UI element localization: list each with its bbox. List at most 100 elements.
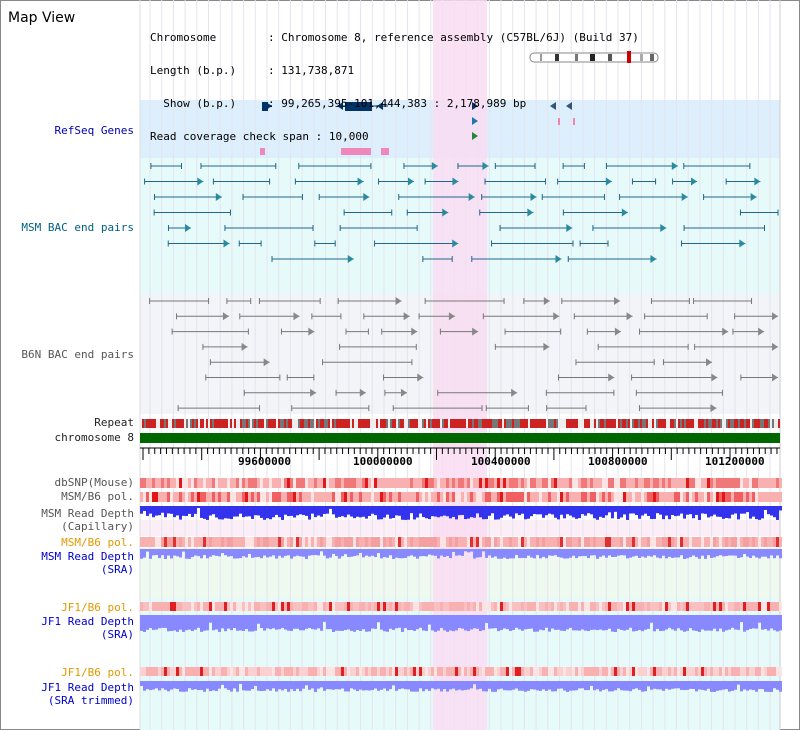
gene-block <box>345 102 372 111</box>
depth-bar <box>470 549 473 552</box>
ideogram-band <box>555 54 559 61</box>
depth-bar <box>362 549 365 558</box>
heat-cell <box>272 602 275 611</box>
depth-bar <box>218 681 221 689</box>
depth-bar <box>419 681 422 689</box>
depth-bar <box>464 681 467 690</box>
depth-bar <box>641 506 644 516</box>
heat-cell <box>218 492 221 502</box>
depth-bar <box>179 549 182 558</box>
heat-cell <box>572 537 575 547</box>
heat-cell <box>299 667 302 676</box>
repeat-cell <box>430 419 432 428</box>
track-label-msm-depth-cap[interactable]: MSM Read Depth <box>41 507 134 520</box>
heat-cell <box>491 492 494 502</box>
heat-cell <box>224 667 227 676</box>
depth-bar <box>545 549 548 559</box>
heat-cell <box>194 492 197 502</box>
heat-cell <box>503 667 506 676</box>
track-label-msm-pol[interactable]: MSM/B6 pol. <box>61 490 134 503</box>
track-label-b6n-bac[interactable]: B6N BAC end pairs <box>21 348 134 361</box>
depth-bar <box>452 615 455 632</box>
heat-cell <box>194 537 197 547</box>
depth-bar <box>401 615 404 632</box>
track-label-dbsnp[interactable]: dbSNP(Mouse) <box>54 476 134 489</box>
track-label-jf1-depth[interactable]: JF1 Read Depth <box>41 615 134 628</box>
chromosome-ideogram[interactable] <box>529 51 659 63</box>
heat-cell <box>356 492 359 502</box>
heat-cell <box>299 478 302 488</box>
heat-cell <box>512 667 515 676</box>
repeat-cell <box>154 419 156 428</box>
depth-bar <box>413 549 416 557</box>
heat-cell <box>602 478 605 488</box>
track-label-msm-pol-sra[interactable]: MSM/B6 pol. <box>61 536 134 549</box>
heat-cell <box>332 667 335 676</box>
depth-bar <box>461 615 464 629</box>
heat-cell <box>488 667 491 676</box>
heat-cell <box>470 667 473 676</box>
depth-bar <box>350 615 353 631</box>
repeat-cell <box>718 419 720 428</box>
depth-bar <box>614 506 617 512</box>
heat-cell <box>668 478 671 488</box>
heat-cell <box>233 478 236 488</box>
heat-cell <box>503 602 506 611</box>
info-value: 131,738,871 <box>281 64 355 77</box>
feature-arrow <box>442 208 449 217</box>
feature-arrow <box>223 239 230 248</box>
depth-bar <box>542 549 545 557</box>
heat-cell <box>542 667 545 676</box>
repeat-cell <box>534 419 536 428</box>
repeat-cell <box>158 419 160 428</box>
heat-cell <box>560 602 563 611</box>
depth-bar <box>644 549 647 558</box>
repeat-cell <box>234 419 236 428</box>
repeat-cell <box>368 419 370 428</box>
heat-cell <box>536 667 539 676</box>
heat-cell <box>431 478 434 488</box>
track-label-jf1-trim[interactable]: JF1 Read Depth <box>41 681 134 694</box>
depth-bar <box>755 506 758 520</box>
heat-cell <box>350 492 353 502</box>
track-label-jf1-pol[interactable]: JF1/B6 pol. <box>61 601 134 614</box>
heat-cell <box>665 492 668 502</box>
ruler-tick-label: 99600000 <box>238 455 291 468</box>
depth-bar <box>707 506 710 518</box>
heat-cell <box>530 667 533 676</box>
depth-bar <box>383 615 386 632</box>
heat-cell <box>464 478 467 488</box>
depth-bar <box>203 506 206 519</box>
track-label-msm-depth-sra[interactable]: MSM Read Depth <box>41 550 134 563</box>
heat-cell <box>761 478 764 488</box>
track-label-repeat[interactable]: Repeat <box>94 416 134 429</box>
depth-bar <box>389 506 392 519</box>
depth-bar <box>494 506 497 520</box>
depth-bar <box>731 506 734 515</box>
depth-bar <box>740 681 743 692</box>
depth-bar <box>656 615 659 629</box>
track-label-msm-bac[interactable]: MSM BAC end pairs <box>21 221 134 234</box>
heat-cell <box>392 492 395 502</box>
heat-cell <box>332 478 335 488</box>
track-label-jf1-pol-trim[interactable]: JF1/B6 pol. <box>61 666 134 679</box>
depth-bar <box>443 615 446 631</box>
feature-arrow <box>543 342 550 351</box>
depth-bar <box>284 681 287 689</box>
heat-cell <box>284 602 287 611</box>
repeat-cell <box>732 419 734 428</box>
heat-cell <box>701 478 704 488</box>
track-label-refseq[interactable]: RefSeq Genes <box>54 124 134 137</box>
repeat-cell <box>680 419 682 428</box>
depth-bar <box>485 549 488 558</box>
depth-bar <box>635 549 638 556</box>
ideogram-band <box>650 54 654 61</box>
depth-bar <box>317 615 320 629</box>
feature-arrow <box>711 373 718 382</box>
heat-cell <box>431 537 434 547</box>
depth-bar <box>746 549 749 557</box>
heat-cell <box>350 667 353 676</box>
track-label-chromosome[interactable]: chromosome 8 <box>54 431 134 444</box>
heat-cell <box>341 478 344 488</box>
